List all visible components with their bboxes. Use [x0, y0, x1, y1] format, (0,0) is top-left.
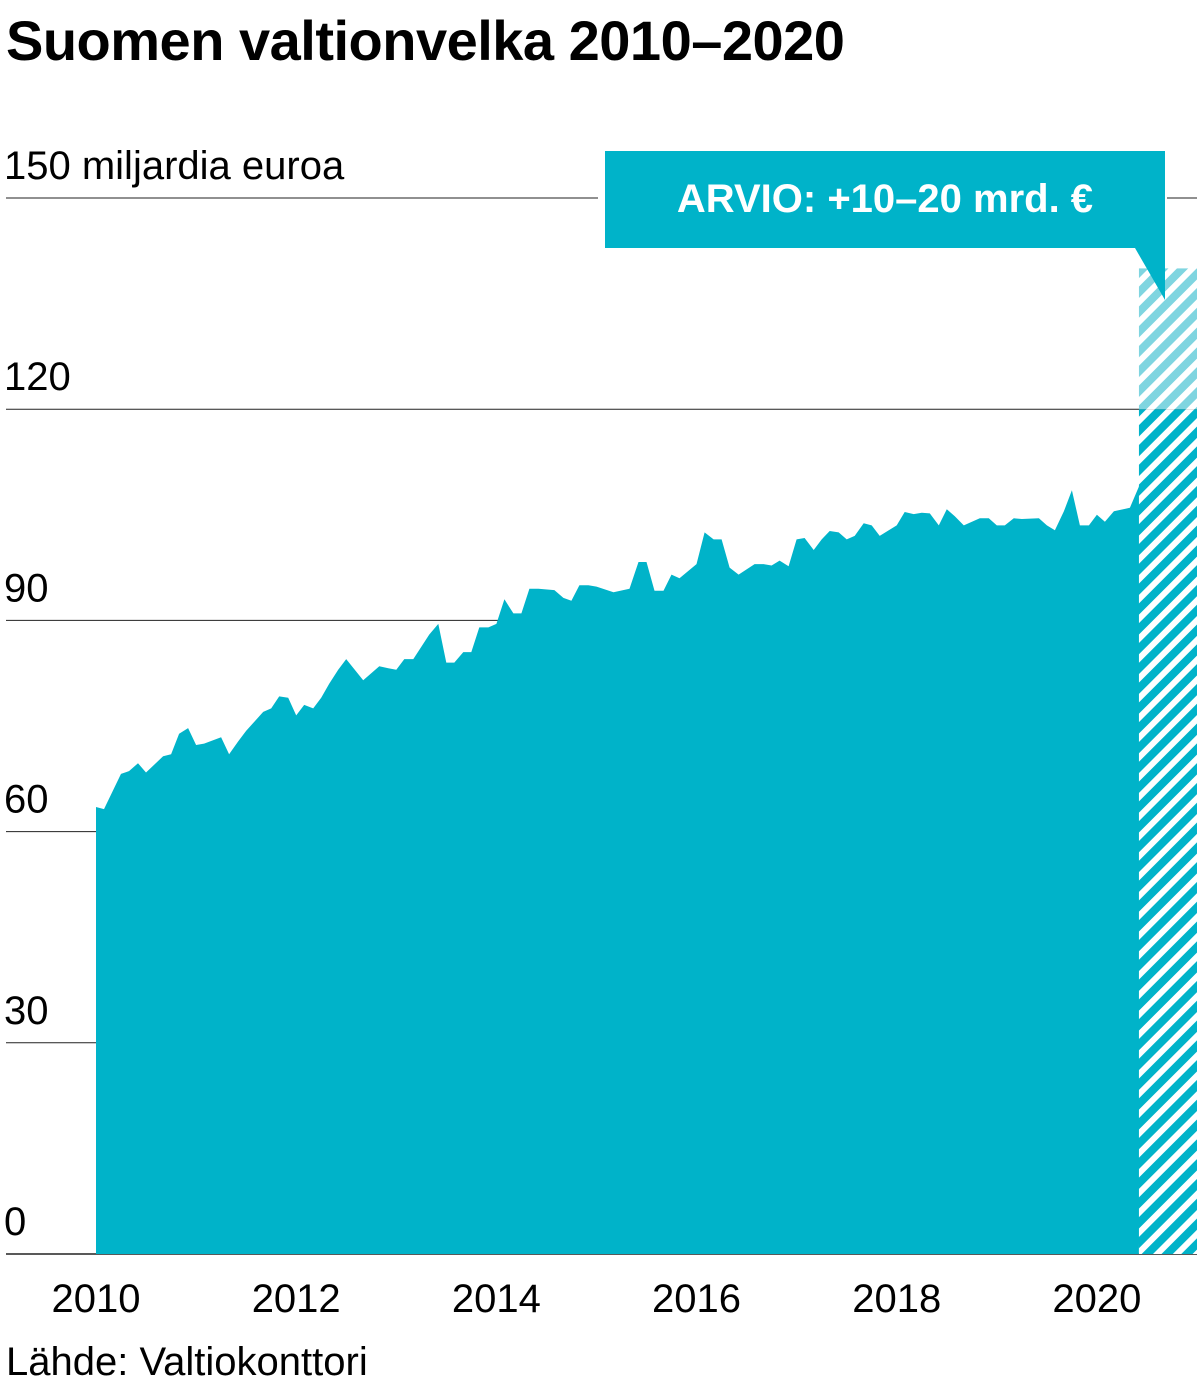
x-tick-label: 2018: [852, 1277, 941, 1321]
x-tick-label: 2012: [252, 1277, 341, 1321]
source-note: Lähde: Valtiokonttori: [6, 1340, 368, 1384]
forecast-callout-box: [605, 151, 1165, 300]
x-tick-label: 2014: [452, 1277, 541, 1321]
x-tick-label: 2016: [652, 1277, 741, 1321]
y-tick-label: 90: [4, 566, 49, 610]
forecast-range-bar: [1138, 268, 1197, 410]
y-tick-label: 30: [4, 989, 49, 1033]
y-tick-label: 120: [4, 355, 71, 399]
chart-title: Suomen valtionvelka 2010–2020: [6, 9, 845, 72]
forecast-callout-label: ARVIO: +10–20 mrd. €: [677, 177, 1093, 221]
x-tick-label: 2010: [52, 1277, 141, 1321]
y-tick-label: 150 miljardia euroa: [4, 144, 345, 188]
y-tick-label: 60: [4, 778, 49, 822]
debt-area: [96, 409, 1147, 1254]
x-tick-label: 2020: [1052, 1277, 1141, 1321]
forecast-base-bar: [1138, 409, 1197, 1254]
y-tick-label: 0: [4, 1200, 26, 1244]
